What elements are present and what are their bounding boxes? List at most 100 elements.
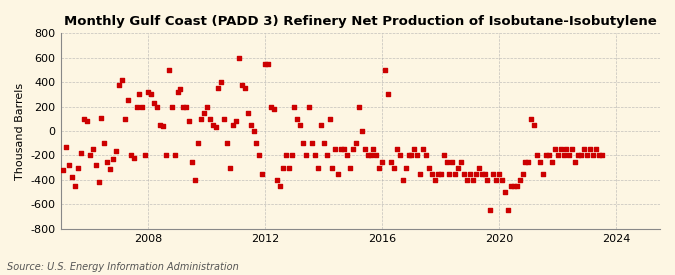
Point: [251, 141, 262, 145]
Point: [324, 117, 335, 121]
Point: [336, 147, 347, 152]
Point: [61, 145, 72, 149]
Point: [201, 104, 212, 109]
Point: [362, 153, 373, 158]
Point: [266, 104, 277, 109]
Point: [567, 147, 578, 152]
Point: [585, 147, 595, 152]
Point: [295, 123, 306, 127]
Point: [330, 147, 341, 152]
Point: [572, 153, 583, 158]
Point: [126, 153, 136, 158]
Point: [284, 165, 294, 170]
Point: [514, 178, 525, 182]
Point: [70, 184, 80, 188]
Title: Monthly Gulf Coast (PADD 3) Refinery Net Production of Isobutane-Isobutylene: Monthly Gulf Coast (PADD 3) Refinery Net…: [64, 15, 657, 28]
Point: [219, 117, 230, 121]
Point: [216, 80, 227, 84]
Point: [350, 141, 361, 145]
Point: [76, 151, 86, 155]
Point: [227, 123, 238, 127]
Point: [512, 184, 522, 188]
Point: [236, 82, 247, 87]
Point: [163, 68, 174, 72]
Point: [546, 159, 557, 164]
Point: [561, 147, 572, 152]
Point: [192, 141, 203, 145]
Point: [517, 172, 528, 176]
Point: [111, 148, 122, 153]
Point: [169, 153, 180, 158]
Point: [333, 172, 344, 176]
Point: [389, 165, 400, 170]
Point: [348, 147, 358, 152]
Point: [93, 180, 104, 185]
Point: [427, 172, 437, 176]
Point: [374, 165, 385, 170]
Point: [64, 163, 75, 167]
Y-axis label: Thousand Barrels: Thousand Barrels: [15, 82, 25, 180]
Point: [523, 159, 534, 164]
Point: [385, 159, 396, 164]
Point: [269, 107, 279, 111]
Point: [240, 86, 250, 90]
Point: [306, 141, 317, 145]
Point: [166, 104, 177, 109]
Point: [558, 153, 569, 158]
Point: [394, 153, 405, 158]
Point: [275, 184, 286, 188]
Point: [339, 147, 350, 152]
Point: [345, 165, 356, 170]
Point: [119, 117, 130, 121]
Point: [213, 86, 224, 90]
Point: [78, 117, 89, 121]
Point: [128, 156, 139, 160]
Point: [400, 165, 411, 170]
Point: [356, 129, 367, 133]
Point: [537, 172, 548, 176]
Point: [473, 165, 484, 170]
Point: [593, 153, 604, 158]
Point: [73, 165, 84, 170]
Point: [152, 104, 163, 109]
Point: [444, 172, 455, 176]
Point: [108, 157, 119, 161]
Point: [225, 165, 236, 170]
Point: [321, 153, 332, 158]
Point: [429, 178, 440, 182]
Point: [271, 178, 282, 182]
Point: [280, 153, 291, 158]
Point: [380, 68, 391, 72]
Point: [210, 125, 221, 130]
Point: [433, 172, 443, 176]
Point: [298, 141, 308, 145]
Point: [479, 172, 490, 176]
Point: [368, 147, 379, 152]
Point: [377, 159, 387, 164]
Point: [549, 147, 560, 152]
Point: [555, 147, 566, 152]
Point: [578, 147, 589, 152]
Point: [286, 153, 297, 158]
Point: [205, 117, 215, 121]
Point: [82, 119, 92, 123]
Point: [564, 153, 574, 158]
Point: [464, 172, 475, 176]
Point: [570, 159, 580, 164]
Point: [102, 159, 113, 164]
Point: [172, 90, 183, 94]
Point: [131, 104, 142, 109]
Point: [254, 153, 265, 158]
Point: [157, 124, 168, 128]
Point: [494, 172, 505, 176]
Point: [113, 82, 124, 87]
Point: [161, 153, 171, 158]
Point: [263, 62, 273, 66]
Point: [277, 165, 288, 170]
Point: [421, 153, 431, 158]
Point: [576, 153, 587, 158]
Point: [418, 147, 429, 152]
Point: [327, 165, 338, 170]
Point: [181, 104, 192, 109]
Point: [187, 159, 198, 164]
